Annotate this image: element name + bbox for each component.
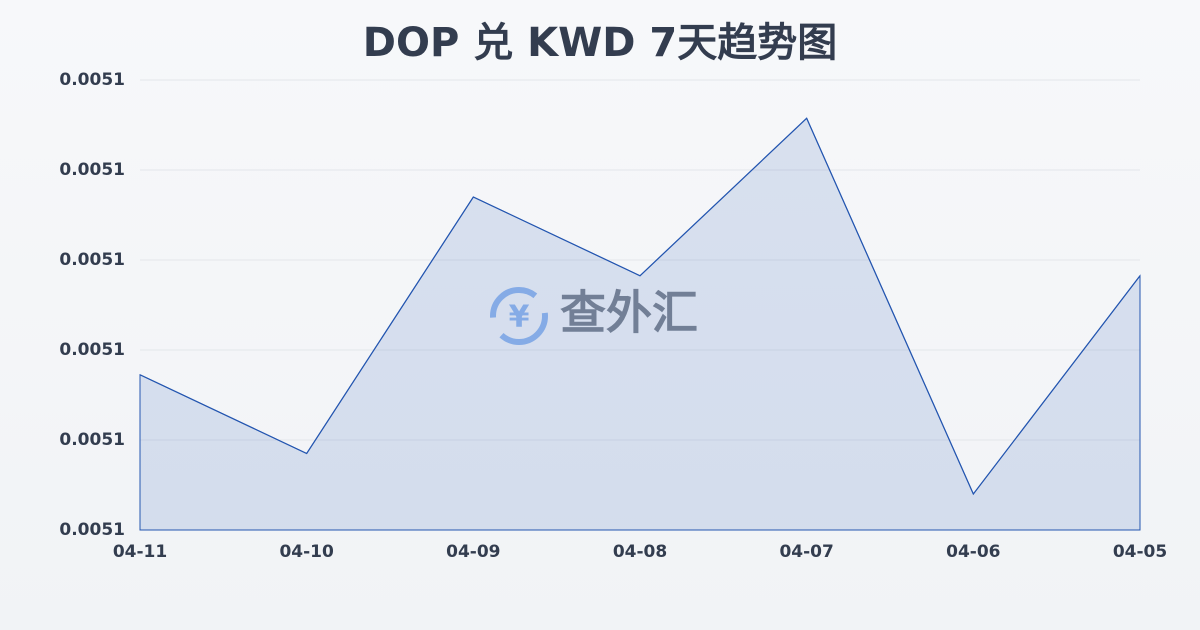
y-tick-label: 0.0051 xyxy=(59,250,125,270)
y-tick-label: 0.0051 xyxy=(59,520,125,540)
x-tick-label: 04-09 xyxy=(446,542,500,562)
line xyxy=(139,117,1141,496)
svg-text:¥: ¥ xyxy=(509,300,530,335)
x-tick-label: 04-11 xyxy=(113,542,167,562)
watermark: 查外汇 xyxy=(560,286,698,340)
x-tick-label: 04-10 xyxy=(279,542,334,562)
x-tick-label: 04-05 xyxy=(1113,542,1167,562)
area xyxy=(139,117,1141,531)
x-tick-label: 04-06 xyxy=(946,542,1000,562)
watermark-logo: ¥ xyxy=(490,287,548,345)
y-tick-label: 0.0051 xyxy=(59,160,125,180)
y-tick-label: 0.0051 xyxy=(59,430,125,450)
chart-title: DOP 兑 KWD 7天趋势图 xyxy=(363,20,837,66)
x-tick-label: 04-08 xyxy=(613,542,667,562)
x-tick-label: 04-07 xyxy=(779,542,833,562)
y-tick-label: 0.0051 xyxy=(59,340,125,360)
y-tick-label: 0.0051 xyxy=(59,70,125,90)
